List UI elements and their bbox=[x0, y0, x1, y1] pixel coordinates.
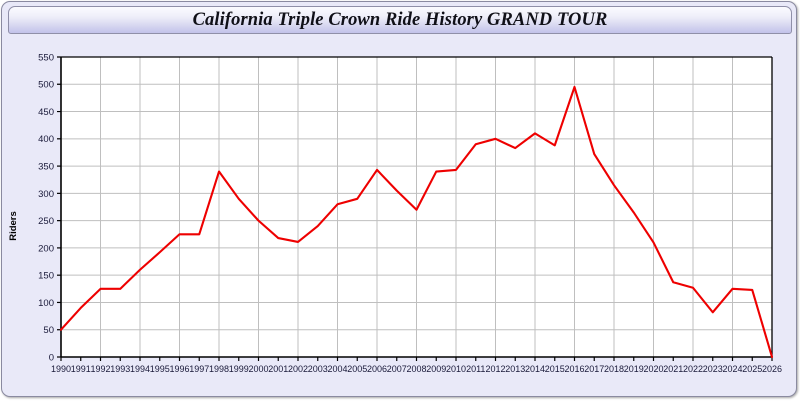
x-tick-label: 1992 bbox=[90, 364, 110, 374]
y-tick-label: 450 bbox=[38, 107, 54, 118]
data-series-line bbox=[59, 85, 774, 359]
x-tick-label: 1990 bbox=[51, 364, 71, 374]
y-tick-label: 550 bbox=[38, 52, 54, 63]
x-tick-label: 2007 bbox=[387, 364, 407, 374]
x-tick-label: 2020 bbox=[643, 364, 663, 374]
axis-lines bbox=[60, 56, 773, 358]
y-axis-ticks: 0 50 100 150 200 250 300 350 400 450 500 550 bbox=[38, 52, 61, 363]
x-tick-label: 1998 bbox=[209, 364, 229, 374]
x-tick-label: 2022 bbox=[683, 364, 703, 374]
x-tick-label: 2023 bbox=[703, 364, 723, 374]
x-tick-label: 2025 bbox=[742, 364, 762, 374]
x-tick-label: 2011 bbox=[466, 364, 485, 374]
x-tick-label: 1994 bbox=[130, 364, 150, 374]
y-tick-label: 200 bbox=[38, 243, 54, 254]
page-title: California Triple Crown Ride History GRA… bbox=[192, 9, 608, 30]
title-bar: California Triple Crown Ride History GRA… bbox=[8, 6, 792, 34]
x-tick-label: 2009 bbox=[426, 364, 446, 374]
x-tick-label: 2002 bbox=[288, 364, 308, 374]
x-tick-label: 2004 bbox=[327, 364, 347, 374]
x-tick-label: 2018 bbox=[604, 364, 624, 374]
x-tick-label: 1996 bbox=[169, 364, 189, 374]
x-tick-label: 2026 bbox=[762, 364, 782, 374]
x-tick-label: 2006 bbox=[367, 364, 387, 374]
gridlines bbox=[61, 57, 773, 357]
x-tick-label: 2015 bbox=[545, 364, 565, 374]
x-tick-label: 2014 bbox=[525, 364, 545, 374]
y-tick-label: 250 bbox=[38, 216, 54, 227]
x-tick-label: 1997 bbox=[189, 364, 209, 374]
y-tick-label: 100 bbox=[38, 298, 54, 309]
y-tick-label: 350 bbox=[38, 161, 54, 172]
x-tick-label: 2010 bbox=[446, 364, 466, 374]
x-tick-label: 2012 bbox=[485, 364, 505, 374]
x-tick-label: 1999 bbox=[229, 364, 249, 374]
x-tick-label: 2013 bbox=[505, 364, 525, 374]
x-tick-label: 2003 bbox=[308, 364, 328, 374]
plot-area: 0 50 100 150 200 250 300 350 400 450 500 550 1990 19… bbox=[2, 36, 796, 396]
x-tick-label: 1993 bbox=[110, 364, 130, 374]
y-tick-label: 300 bbox=[38, 189, 54, 200]
y-axis-label: Riders bbox=[8, 211, 19, 241]
x-tick-label: 1991 bbox=[71, 364, 91, 374]
y-tick-label: 150 bbox=[38, 271, 54, 282]
y-tick-label: 50 bbox=[43, 325, 54, 336]
x-tick-label: 2024 bbox=[722, 364, 742, 374]
x-tick-label: 2001 bbox=[268, 364, 288, 374]
x-tick-label: 2021 bbox=[663, 364, 683, 374]
y-tick-label: 500 bbox=[38, 80, 54, 91]
x-tick-label: 1995 bbox=[150, 364, 170, 374]
y-tick-label: 400 bbox=[38, 134, 54, 145]
x-tick-label: 2016 bbox=[564, 364, 584, 374]
x-tick-label: 2019 bbox=[624, 364, 644, 374]
x-tick-label: 2008 bbox=[406, 364, 426, 374]
x-tick-label: 2005 bbox=[347, 364, 367, 374]
x-axis-ticks: 1990 1991 1992 1993 1994 1995 1996 1997 1998 1999… bbox=[51, 357, 782, 374]
x-tick-label: 2000 bbox=[248, 364, 268, 374]
x-tick-label: 2017 bbox=[584, 364, 604, 374]
y-tick-label: 0 bbox=[49, 352, 54, 363]
